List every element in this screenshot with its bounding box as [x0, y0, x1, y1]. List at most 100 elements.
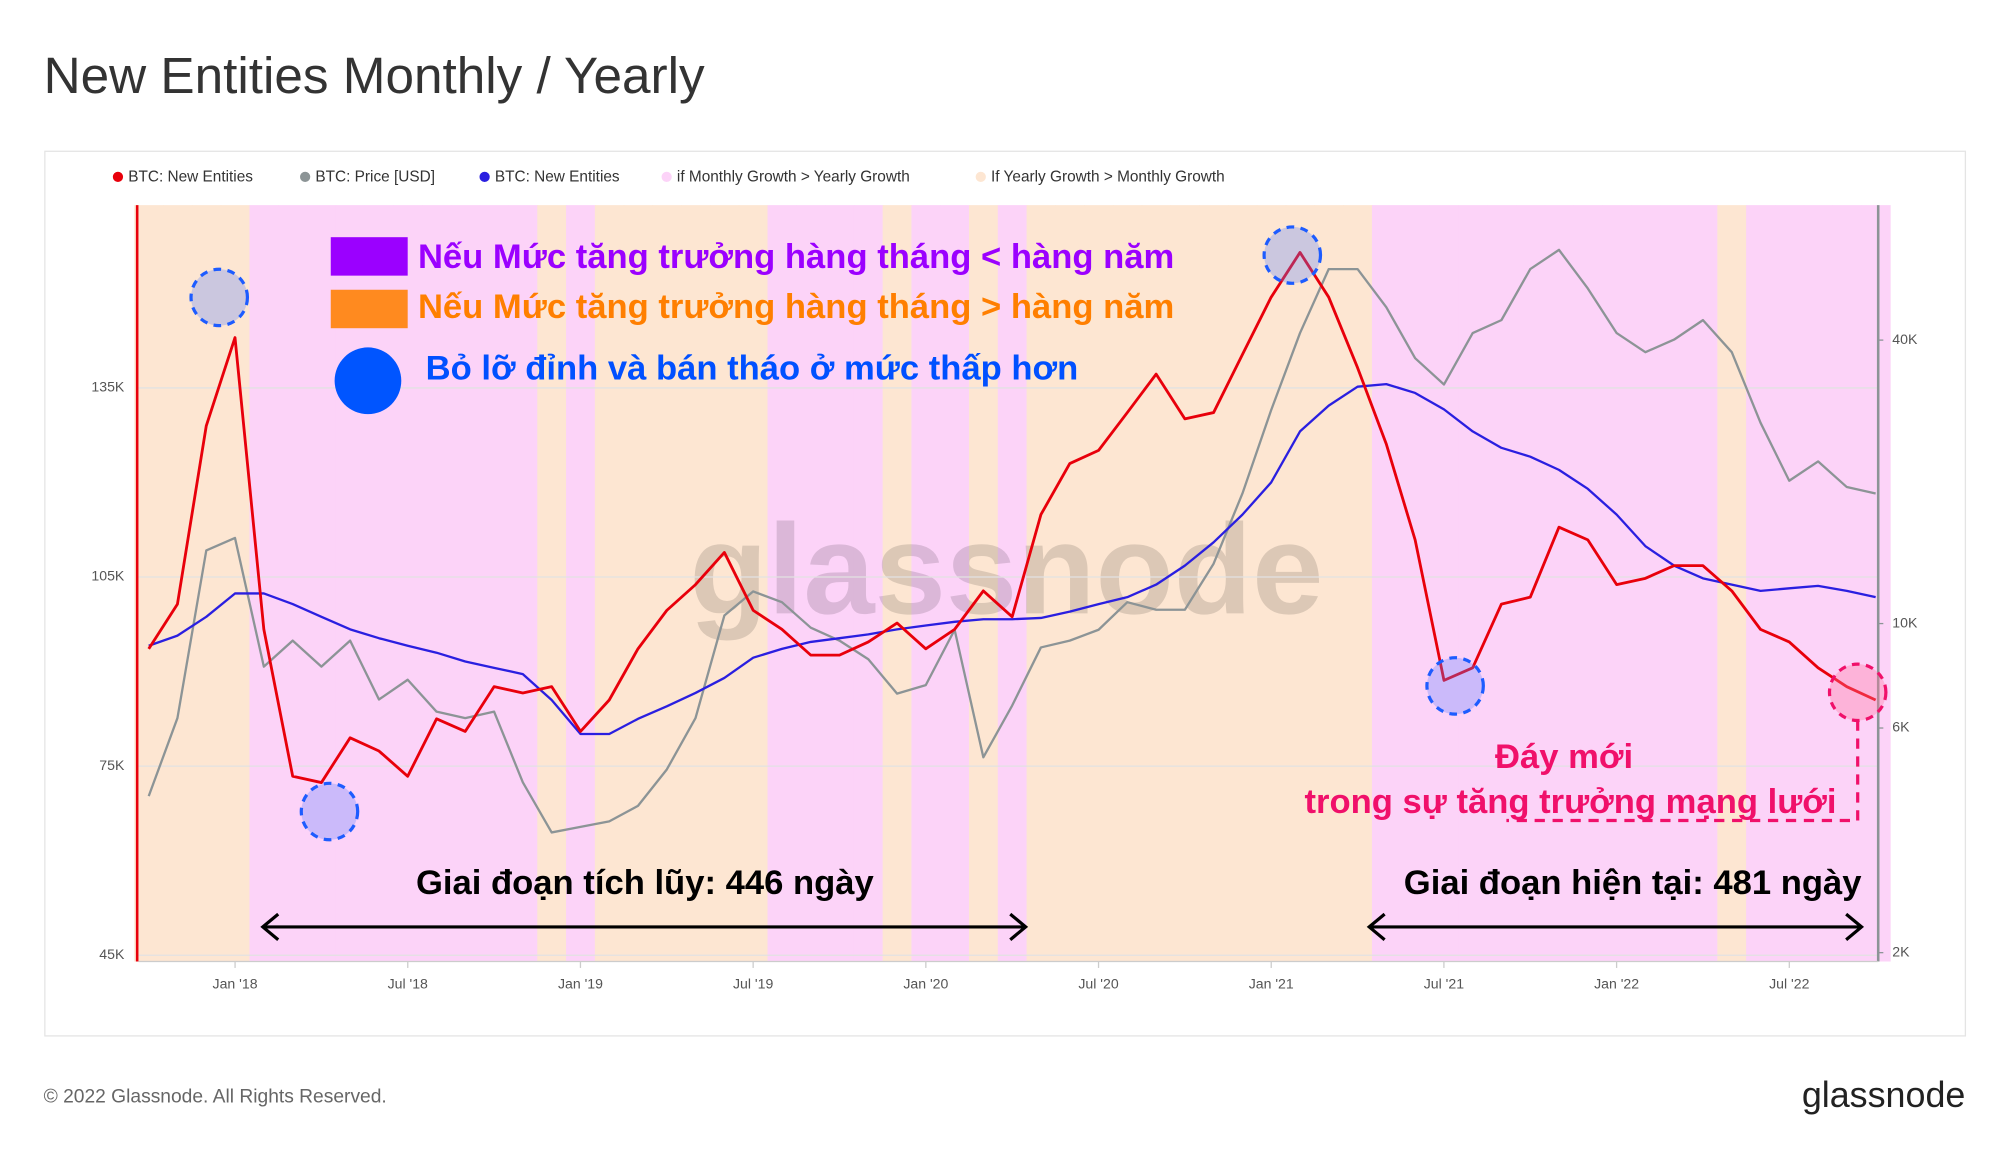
shading-band [191, 205, 222, 962]
legend-label: BTC: New Entities [128, 169, 253, 186]
highlight-circle [299, 781, 360, 842]
shading-band [853, 205, 884, 962]
x-tick-label: Jul '19 [733, 975, 773, 991]
plot: glassnode 45K 75K 105K 135K 2K 6K 10K 40K Jan '18… [91, 169, 1918, 992]
logo: glassnode [1802, 1075, 1966, 1115]
ann-swatch-purple [330, 237, 408, 276]
shading-band [364, 205, 395, 962]
shading-band [652, 205, 682, 962]
legend-marker [975, 171, 986, 183]
x-tick-label: Jan '18 [213, 975, 258, 991]
x-tick-label: Jan '20 [903, 975, 948, 991]
shading-band [1026, 205, 1056, 962]
shading-band [1487, 205, 1517, 962]
page-title: New Entities Monthly / Yearly [44, 47, 705, 104]
shading-band [969, 205, 999, 962]
shading-band [1055, 205, 1085, 962]
x-tick-label: Jan '19 [558, 975, 603, 991]
shading-band [249, 205, 279, 962]
shading-band [623, 205, 654, 962]
shading-band [537, 205, 567, 962]
y-tick-label: 45K [99, 946, 125, 962]
y-tick-label: 75K [99, 757, 125, 773]
shading-band [1688, 205, 1718, 962]
y2-tick-label: 40K [1892, 331, 1918, 347]
shading-band [1429, 205, 1459, 962]
legend-marker [112, 171, 124, 183]
legend-marker [661, 171, 672, 183]
shading-band [278, 205, 308, 962]
annotation: trong sự tăng trưởng mạng lưới [1305, 783, 1837, 821]
y2-tick-label: 2K [1892, 943, 1910, 959]
ann-swatch-orange [330, 289, 408, 329]
highlight-circle [189, 267, 250, 328]
arrow-head [1366, 912, 1386, 941]
highlight-circle [1827, 662, 1888, 723]
arrow-head [1009, 912, 1029, 941]
x-tick-label: Jan '21 [1249, 975, 1294, 991]
shading-band [1400, 205, 1431, 962]
ann-swatch-blue [334, 347, 402, 415]
shading-band [479, 205, 510, 962]
annotation: Giai đoạn tích lũy: 446 ngày [416, 864, 874, 902]
y-tick-label: 135K [91, 379, 125, 395]
legend-label: BTC: Price [USD] [315, 169, 435, 186]
shading-band [1803, 205, 1834, 962]
shading-band [825, 205, 855, 962]
annotation: Bỏ lỡ đỉnh và bán tháo ở mức thấp hơn [426, 350, 1079, 388]
legend-label: if Monthly Growth > Yearly Growth [677, 169, 910, 186]
watermark: glassnode [689, 498, 1323, 641]
annotation: Nếu Mức tăng trưởng hàng tháng < hàng nă… [418, 238, 1174, 276]
shading-band [1256, 205, 1287, 962]
shading-band [1630, 205, 1661, 962]
shading-band [508, 205, 538, 962]
shading-band [1659, 205, 1690, 962]
callout-line [1506, 720, 1860, 823]
arrow-head [1845, 912, 1865, 941]
x-tick-label: Jul '20 [1078, 975, 1118, 991]
shading-band [1314, 205, 1344, 962]
series-line [148, 382, 1876, 736]
annotation: Nếu Mức tăng trưởng hàng tháng > hàng nă… [418, 288, 1174, 326]
shading-band [1861, 205, 1891, 962]
annotation: Giai đoạn hiện tại: 481 ngày [1404, 864, 1862, 902]
y-tick-label: 105K [91, 568, 125, 584]
shading-band [335, 205, 366, 962]
highlight-circle [1262, 225, 1323, 285]
shading-band [134, 205, 164, 962]
y2-tick-label: 6K [1892, 719, 1910, 735]
shading-band [422, 205, 452, 962]
shading-band [450, 205, 481, 962]
x-tick-label: Jul '22 [1769, 975, 1809, 991]
annotation: Đáy mới [1495, 738, 1633, 776]
x-tick-label: Jan '22 [1594, 975, 1639, 991]
shading-band [1544, 205, 1575, 962]
shading-band [1746, 205, 1776, 962]
shading-band [940, 205, 970, 962]
series-line [147, 251, 1877, 784]
legend-label: If Yearly Growth > Monthly Growth [991, 169, 1225, 186]
shading-band [393, 205, 423, 962]
shading-band [738, 205, 769, 962]
shading-band [594, 205, 625, 962]
shading-band [1343, 205, 1373, 962]
shading-band [1170, 205, 1200, 962]
y2-tick-label: 10K [1892, 614, 1918, 630]
shading-band [566, 205, 596, 962]
chart-frame [44, 150, 1967, 1037]
x-tick-label: Jul '18 [388, 975, 428, 991]
shading-band [1084, 205, 1114, 962]
shading-band [911, 205, 941, 962]
x-tick-label: Jul '21 [1424, 975, 1464, 991]
shading-band [1458, 205, 1488, 962]
shading-band [796, 205, 826, 962]
footer: © 2022 Glassnode. All Rights Reserved. [44, 1087, 387, 1108]
shading-band [1573, 205, 1603, 962]
shading-band [1832, 205, 1862, 962]
legend-marker [300, 171, 311, 183]
series-line [147, 248, 1876, 834]
legend-label: BTC: New Entities [495, 169, 620, 186]
shading-band [1774, 205, 1805, 962]
